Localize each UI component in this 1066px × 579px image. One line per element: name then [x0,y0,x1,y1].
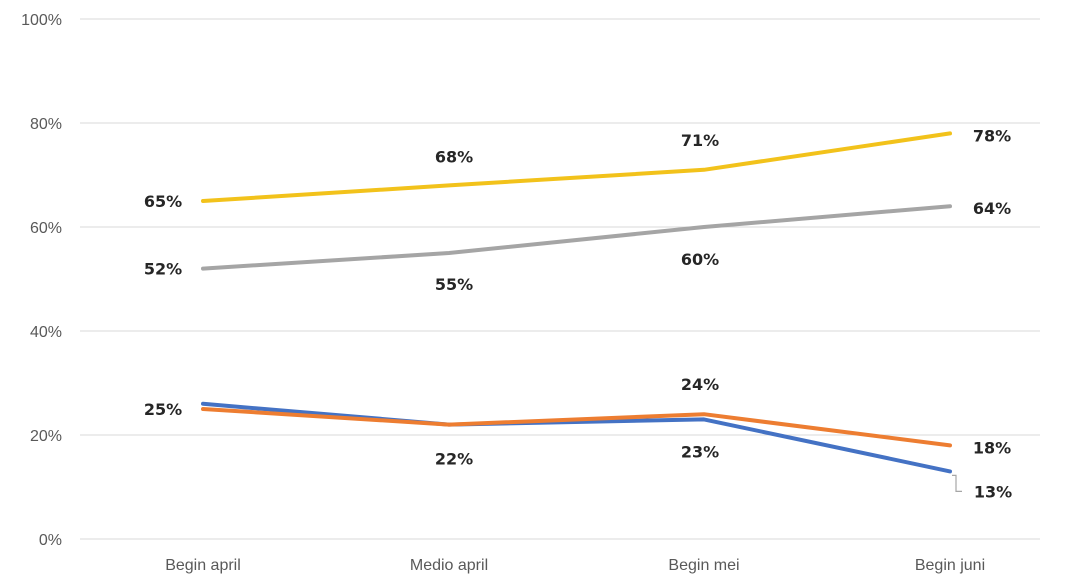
series-line-2 [201,204,952,271]
gridlines [80,18,1040,540]
data-label: 60% [681,250,719,269]
y-tick-label: 40% [30,324,62,341]
data-label: 18% [973,438,1011,457]
data-label: 25% [144,400,182,419]
y-tick-label: 0% [39,532,62,549]
series-line-3 [201,401,952,474]
data-label: 64% [973,199,1011,218]
data-label: 24% [681,375,719,394]
data-label: 52% [144,260,182,279]
data-label: 23% [681,442,719,461]
y-tick-label: 20% [30,428,62,445]
label-leader-line [952,474,962,492]
data-label: 71% [681,131,719,150]
data-label: 78% [973,126,1011,145]
data-label: 68% [435,147,473,166]
y-tick-label: 100% [21,12,62,29]
series-line-4 [201,407,952,448]
y-tick-label: 80% [30,116,62,133]
data-label: 13% [974,482,1012,501]
label-leaders [952,474,962,492]
x-tick-label: Begin juni [915,557,985,574]
x-tick-label: Begin april [165,557,241,574]
data-label: 55% [435,275,473,294]
x-tick-label: Begin mei [668,557,739,574]
series-line-1 [201,131,952,203]
data-labels: 65% 68% 71% 78% 52% 55% 60% 64% 23% 13% 25% 22% 24% 1… [144,126,1012,501]
x-tick-label: Medio april [410,557,488,574]
data-label: 65% [144,192,182,211]
x-axis: Begin april Medio april Begin mei Begin jun… [165,557,985,574]
data-label: 22% [435,450,473,469]
y-axis: 0% 20% 40% 60% 80% 100% [21,12,62,549]
series-lines [201,131,952,474]
y-tick-label: 60% [30,220,62,237]
